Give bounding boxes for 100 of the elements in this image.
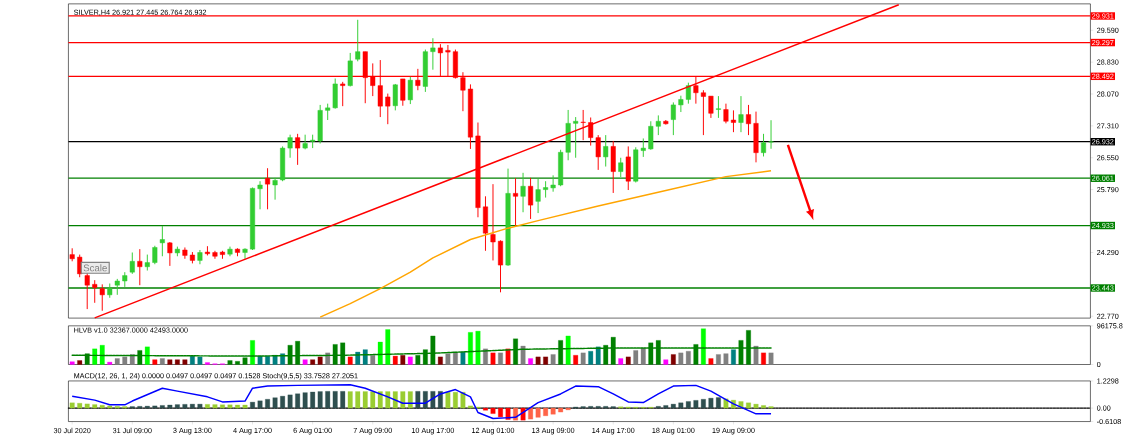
bar [197, 404, 203, 409]
bar [205, 404, 210, 409]
candlestick [603, 134, 609, 168]
candlestick [528, 177, 534, 220]
bar [768, 352, 774, 365]
candlestick [573, 116, 579, 159]
candlestick [84, 271, 90, 310]
candlestick [498, 239, 503, 293]
bar [152, 359, 158, 365]
bar [663, 359, 669, 365]
candlestick [490, 183, 496, 262]
bar [212, 404, 218, 409]
candlestick [746, 104, 751, 136]
bar [280, 353, 285, 365]
bar [159, 358, 165, 365]
bar [498, 352, 503, 365]
bar [731, 349, 736, 365]
candlestick [257, 180, 263, 210]
bar [302, 359, 308, 365]
bar [347, 356, 353, 365]
bar [257, 400, 263, 409]
candlestick [182, 247, 188, 260]
bar [468, 405, 473, 409]
bar [197, 356, 203, 365]
bar [550, 354, 556, 365]
bar [272, 397, 278, 409]
bar [708, 358, 714, 365]
candlestick [137, 248, 143, 286]
bar [475, 331, 481, 365]
bar [460, 392, 466, 409]
bar [77, 360, 83, 365]
candlestick [723, 103, 729, 124]
candlestick [715, 95, 721, 119]
bar [235, 361, 240, 365]
bar [543, 356, 548, 365]
bar [670, 354, 676, 365]
bar [716, 354, 721, 365]
bar [535, 356, 541, 365]
bar [190, 356, 195, 365]
bar [468, 332, 473, 365]
candlestick [761, 133, 767, 158]
bar [280, 396, 285, 409]
bar [761, 405, 766, 409]
bar [69, 361, 75, 365]
candlestick [302, 134, 308, 150]
bar [565, 335, 571, 365]
annotation: Scale [83, 264, 107, 272]
bar [287, 394, 293, 409]
candlestick [99, 283, 105, 312]
candlestick [700, 89, 706, 136]
bar [370, 355, 376, 365]
bar [535, 408, 541, 418]
candlestick [768, 119, 774, 150]
candlestick [430, 37, 436, 71]
bar [723, 353, 729, 365]
candlestick [618, 157, 624, 178]
bar [250, 340, 255, 365]
bar [407, 356, 413, 365]
bar [325, 352, 331, 365]
bar [107, 362, 113, 365]
bar [453, 351, 458, 365]
bar [498, 408, 503, 418]
bar [190, 404, 195, 409]
bar [392, 356, 398, 365]
bar [220, 404, 225, 409]
bar [746, 402, 751, 409]
bar [205, 362, 210, 365]
candlestick [92, 279, 98, 304]
candlestick [340, 81, 346, 107]
bar [701, 328, 706, 365]
bar [490, 352, 496, 365]
candlestick [730, 109, 736, 133]
bar [250, 402, 255, 409]
bar [761, 352, 766, 365]
candlestick [738, 95, 744, 133]
line-series [71, 384, 772, 420]
bar [377, 341, 383, 365]
candlestick [392, 83, 398, 111]
bar [445, 353, 451, 365]
bar [753, 404, 759, 409]
bar [182, 359, 188, 365]
bar [708, 398, 714, 409]
bar [182, 404, 188, 409]
candlestick [670, 102, 676, 136]
bar [625, 356, 631, 365]
candlestick [159, 225, 165, 257]
bar [445, 392, 451, 409]
bar [701, 399, 706, 409]
candlestick [355, 19, 361, 62]
bar [520, 345, 526, 365]
bar [528, 408, 533, 420]
bar [618, 358, 624, 365]
bar [242, 404, 248, 409]
bar [347, 391, 353, 409]
candlestick [167, 241, 173, 267]
bar [573, 355, 579, 365]
bar [716, 397, 721, 409]
candlestick [152, 245, 158, 265]
bar [227, 404, 233, 409]
bar [543, 408, 548, 417]
